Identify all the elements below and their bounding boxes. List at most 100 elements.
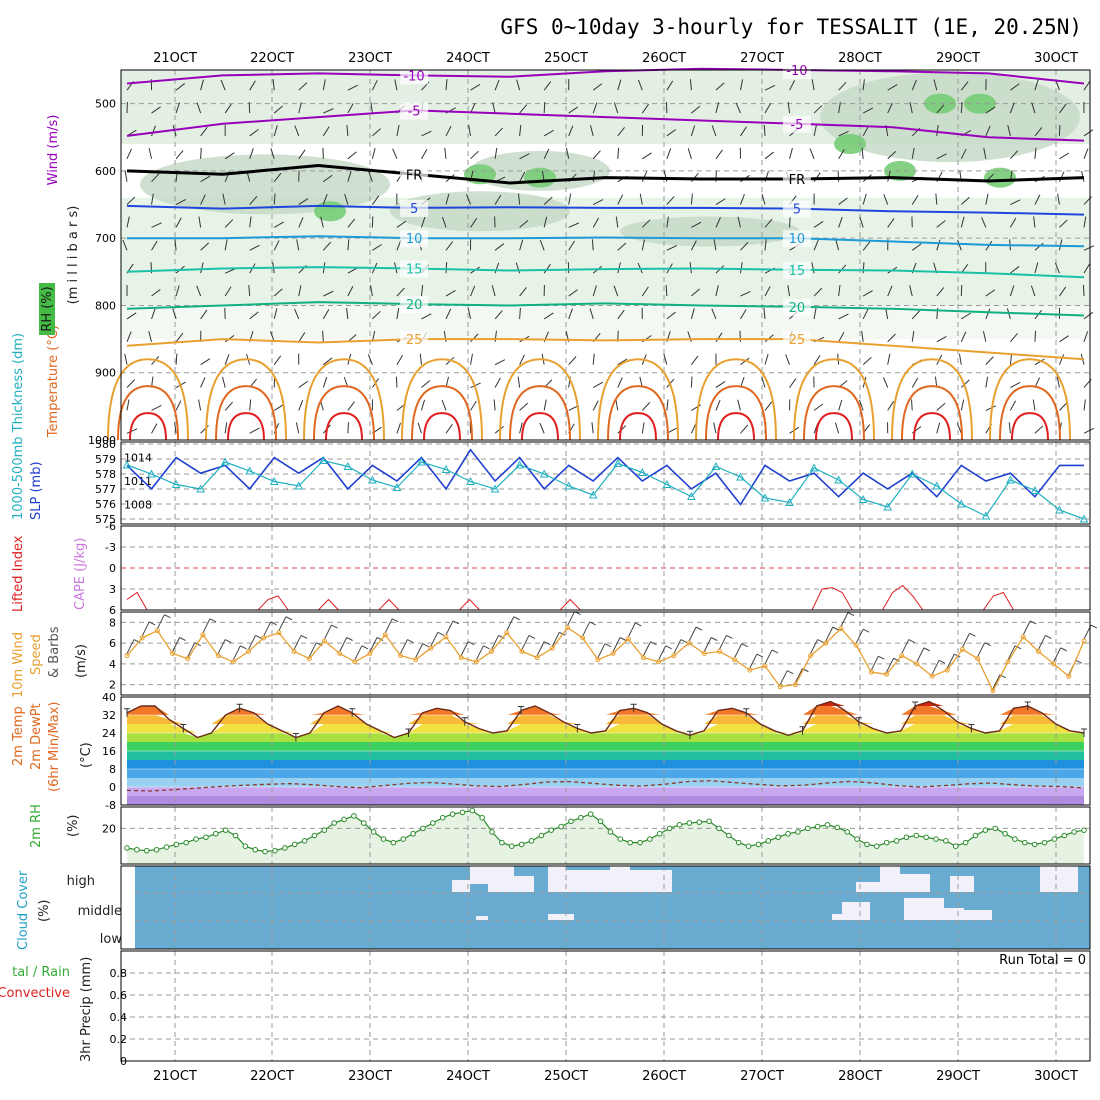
date-label-top: 29OCT [936, 51, 980, 66]
contour-label-FR: FR [789, 173, 806, 188]
contour-15 [126, 266, 1085, 279]
rh-marker [775, 834, 781, 841]
cloud-row-high: high [67, 874, 95, 889]
wind-barb [196, 102, 202, 114]
surface-barb-flag [498, 634, 505, 639]
rh-marker [222, 827, 229, 833]
date-label-top: 21OCT [153, 51, 197, 66]
surface-barb [354, 645, 363, 661]
contour-20 [126, 301, 1085, 317]
wind-barb [1083, 331, 1089, 342]
temp-tick: 16 [102, 745, 116, 758]
wind-barb [1034, 330, 1037, 342]
wind-barb [323, 290, 334, 297]
wind-barb [445, 308, 452, 320]
wind-speed-marker [473, 659, 479, 665]
warm-loop [1011, 412, 1049, 441]
date-label-top: 28OCT [838, 51, 882, 66]
rh-humid-patch [834, 134, 866, 154]
chart-title: GFS 0~10day 3-hourly for TESSALIT (1E, 2… [500, 15, 1082, 39]
speed-label: Speed [29, 634, 44, 675]
wind-barb [543, 102, 546, 114]
total-rain-label: tal / Rain [12, 965, 70, 980]
wind-barb [911, 147, 915, 159]
wind-barb [347, 267, 358, 274]
warm-loop [705, 385, 767, 441]
temp-units-label: (°C) [79, 742, 94, 768]
wind-barb [200, 358, 211, 366]
wind-barb [151, 106, 161, 114]
contour-label-20: 20 [789, 301, 806, 316]
surface-barb [1022, 620, 1031, 636]
rh-shading [121, 70, 1090, 340]
wind-barb [761, 193, 766, 205]
surface-barb [582, 621, 591, 637]
rh-marker [469, 807, 476, 814]
wind-barb [539, 239, 545, 251]
contour-label-10: 10 [406, 232, 423, 247]
rh-humid-patch [984, 167, 1016, 188]
wind-barb [740, 126, 747, 137]
wind-barb [519, 153, 530, 160]
wind-barb [519, 354, 525, 365]
slp-tick: 1014 [124, 452, 152, 465]
thickness-marker [613, 458, 623, 467]
wind-barb [298, 198, 309, 205]
rh-marker [439, 814, 446, 821]
upper-air-panel: -10 -10 -5 -5 FR FR 5 5 10 10 15 15 20 20 25 25 500 600 7… [88, 62, 1095, 447]
surface-barb-flag [164, 614, 171, 619]
pressure-tick-label: 700 [95, 232, 116, 245]
wind-barb [789, 216, 791, 228]
surface-barb [460, 641, 469, 656]
cloud-block-high [630, 870, 672, 892]
wind-barb [519, 219, 529, 228]
wind-barb [936, 239, 941, 251]
warm-loop [129, 412, 167, 441]
minmax-label: (6hr Min/Max) [47, 702, 62, 792]
wind-barb [1083, 129, 1094, 137]
wind-barb [126, 216, 130, 228]
thickness-marker [122, 460, 132, 469]
thickness-marker [736, 472, 745, 481]
rh-marker [1002, 830, 1008, 837]
warm-loop [619, 412, 657, 441]
surface-barb [794, 668, 803, 683]
wind-barb [961, 312, 971, 320]
wind-barb [122, 239, 128, 251]
wind-barb [838, 264, 847, 274]
contour-label-5: 5 [410, 202, 418, 217]
wind-barb [347, 84, 358, 91]
rh-marker [676, 822, 683, 828]
rh-marker [232, 832, 239, 839]
wind-barb [198, 216, 202, 228]
rh-marker [617, 836, 624, 842]
wind-barb [935, 193, 938, 205]
wind-barb [838, 285, 841, 297]
wind-barb [367, 354, 373, 365]
rh-marker [972, 832, 979, 839]
rh-marker [380, 836, 387, 842]
wind-barb [445, 289, 456, 297]
cloud-block-middle [904, 898, 944, 920]
temperature-fill [127, 715, 1084, 724]
wind-barb [641, 171, 648, 182]
wind-barb [441, 216, 447, 228]
thickness-marker [196, 484, 205, 493]
wind-barb [126, 312, 137, 320]
thickness-marker [760, 493, 770, 502]
wind-barb [396, 125, 400, 137]
wind-barb [494, 377, 501, 388]
surface-barb-flag [1030, 620, 1037, 625]
cloud-block-high [1040, 866, 1078, 892]
wind-speed-marker [413, 657, 419, 663]
surface-barb [1037, 635, 1046, 650]
wind-barb [224, 286, 232, 297]
wind-barb [175, 332, 184, 343]
thickness-marker [883, 502, 893, 511]
cloud-block-high [610, 866, 630, 892]
wind-barb [666, 129, 677, 137]
wind-barb [468, 125, 472, 137]
wind-barb [617, 309, 625, 320]
wind-barb [1059, 335, 1069, 343]
